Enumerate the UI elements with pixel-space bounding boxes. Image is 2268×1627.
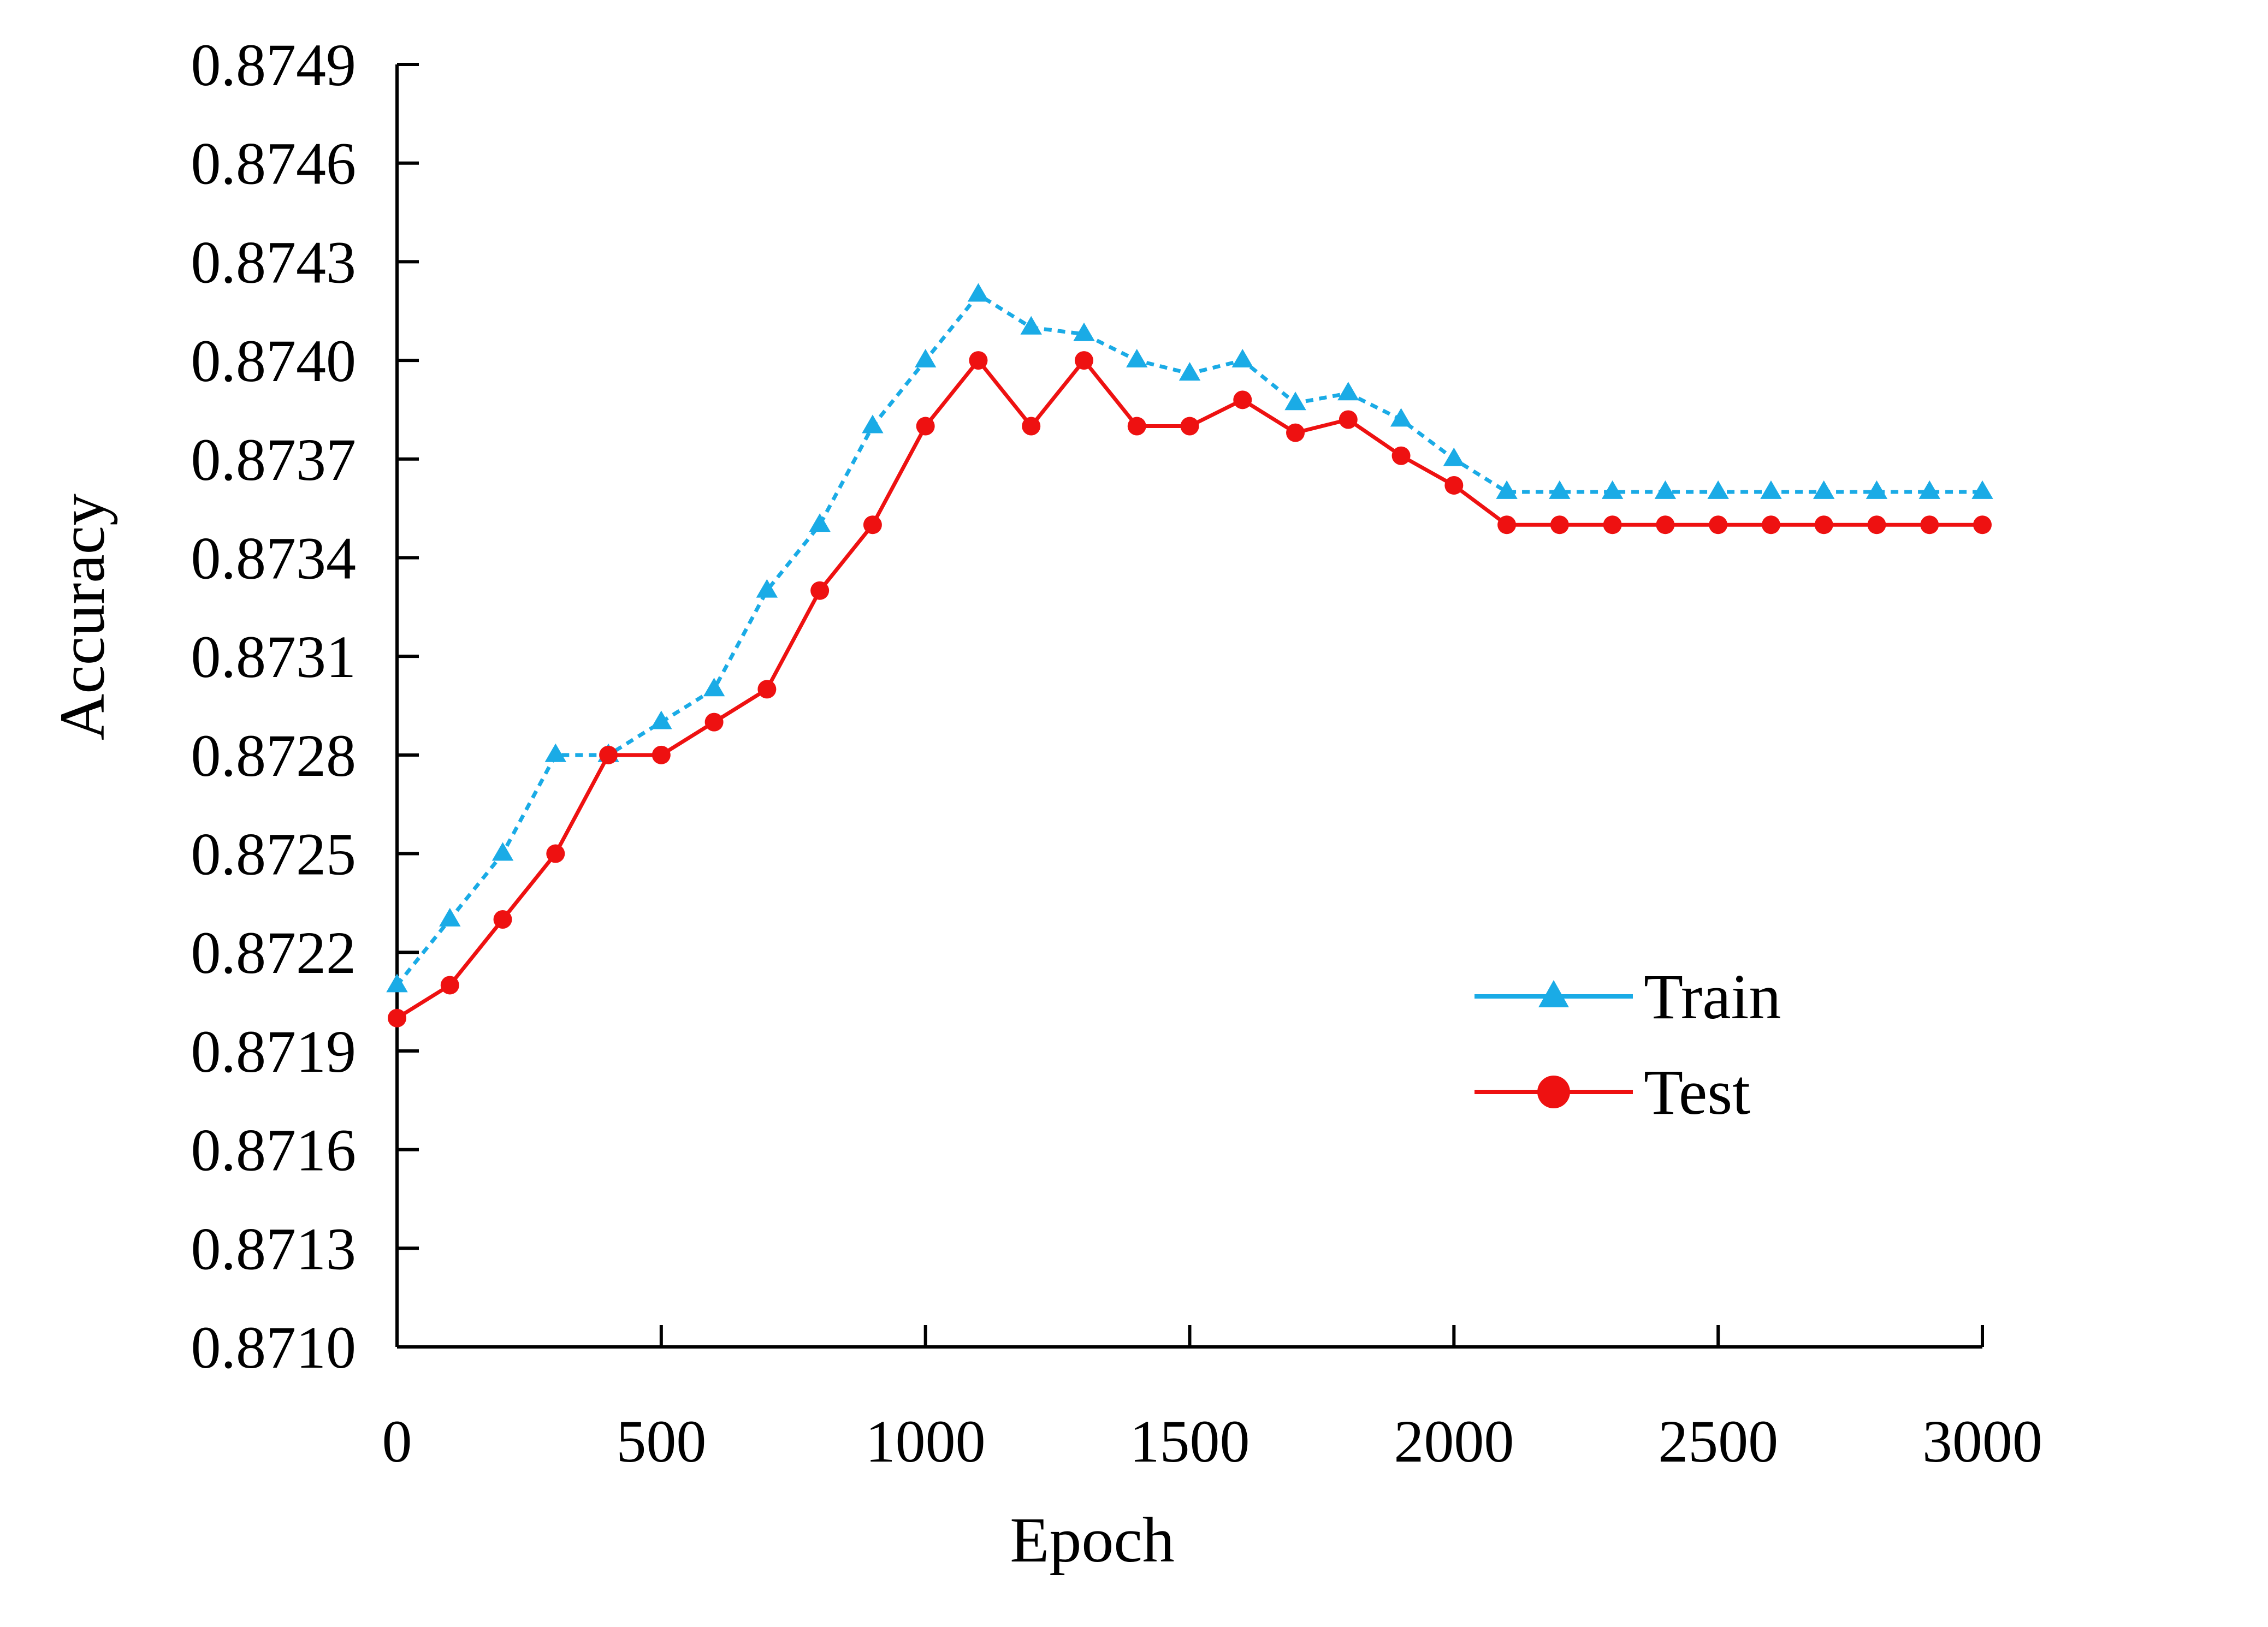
x-tick-label: 1500 [1130, 1408, 1250, 1475]
data-point-test [1761, 515, 1780, 535]
y-tick-label: 0.8737 [191, 426, 357, 493]
data-point-train [967, 283, 990, 302]
data-point-train [1231, 348, 1253, 367]
data-point-train [1918, 480, 1940, 499]
y-tick-label: 0.8719 [191, 1018, 357, 1085]
legend-test-label: Test [1644, 1056, 1750, 1128]
data-point-test [863, 515, 882, 535]
x-tick-label: 1000 [866, 1408, 986, 1475]
x-tick-label: 2000 [1394, 1408, 1514, 1475]
data-point-test [1074, 351, 1093, 370]
data-point-test [1867, 515, 1886, 535]
data-point-test [916, 417, 935, 436]
x-tick-label: 500 [616, 1408, 706, 1475]
data-point-train [1496, 480, 1518, 499]
y-tick-label: 0.8749 [191, 32, 357, 98]
data-point-train [1390, 408, 1412, 427]
series-train [386, 283, 1993, 993]
data-point-test [1814, 515, 1833, 535]
data-point-train [756, 579, 778, 598]
x-axis-title: Epoch [1010, 1504, 1174, 1576]
legend-train-marker [1538, 980, 1569, 1007]
data-point-test [1709, 515, 1728, 535]
data-point-train [1337, 382, 1359, 401]
y-tick-label: 0.8713 [191, 1215, 357, 1282]
data-point-test [1444, 476, 1464, 495]
y-tick-label: 0.8734 [191, 525, 357, 591]
series-line-train [395, 293, 1982, 987]
data-point-train [544, 743, 567, 762]
data-point-train [1284, 391, 1306, 411]
x-axis-ticks: 0 500 1000 1500 2000 2500 3000 [382, 1325, 2042, 1475]
y-tick-label: 0.8722 [191, 919, 357, 986]
data-point-train [492, 842, 514, 861]
data-point-test [704, 712, 724, 732]
data-point-train [914, 348, 937, 367]
data-point-test [599, 745, 618, 764]
data-point-test [493, 910, 512, 929]
data-point-test [388, 1008, 406, 1028]
data-point-train [1760, 480, 1782, 499]
y-tick-label: 0.8710 [191, 1314, 357, 1381]
data-point-test [1022, 417, 1041, 436]
axes [395, 64, 1982, 1349]
data-point-test [1339, 410, 1358, 429]
y-tick-label: 0.8740 [191, 328, 357, 394]
y-tick-label: 0.8725 [191, 821, 357, 888]
series-layer [386, 283, 1993, 1028]
y-tick-label: 0.8743 [191, 229, 357, 295]
data-point-train [1707, 480, 1729, 499]
series-line-test [396, 358, 1982, 1020]
x-tick-label: 0 [382, 1408, 412, 1475]
data-point-train [1866, 480, 1888, 499]
data-point-test [1286, 423, 1305, 442]
data-point-train [703, 678, 725, 697]
x-tick-label: 3000 [1922, 1408, 2042, 1475]
legend-train-label: Train [1644, 961, 1781, 1032]
data-point-test [546, 844, 565, 863]
data-point-train [1443, 447, 1465, 466]
data-point-train [862, 414, 884, 434]
data-point-train [1020, 316, 1042, 335]
data-point-test [652, 745, 671, 764]
data-point-train [1971, 480, 1993, 499]
data-point-train [1126, 348, 1148, 367]
data-point-train [1179, 362, 1201, 381]
data-point-test [1233, 390, 1252, 409]
legend-test-marker [1537, 1076, 1570, 1108]
data-point-train [1073, 322, 1095, 341]
y-axis-ticks: 0.8710 0.8713 0.8716 0.8719 0.8722 0.8725 0.87… [191, 32, 419, 1381]
data-point-test [1656, 515, 1675, 535]
data-point-train [1654, 480, 1677, 499]
y-tick-label: 0.8728 [191, 722, 357, 789]
data-point-test [1603, 515, 1622, 535]
data-point-test [969, 351, 988, 370]
y-tick-label: 0.8731 [191, 624, 357, 690]
data-point-test [1550, 515, 1569, 535]
data-point-test [1391, 446, 1411, 465]
y-tick-label: 0.8716 [191, 1117, 357, 1184]
data-point-train [809, 513, 831, 532]
data-point-test [1920, 515, 1939, 535]
x-tick-label: 2500 [1658, 1408, 1778, 1475]
data-point-test [757, 680, 777, 699]
data-point-train [1549, 480, 1571, 499]
legend: Train Test [1475, 961, 1781, 1128]
y-tick-label: 0.8746 [191, 130, 357, 197]
data-point-test [1973, 515, 1992, 535]
data-point-test [1497, 515, 1517, 535]
data-point-train [1813, 480, 1835, 499]
y-axis-title: Accuracy [46, 494, 118, 740]
data-point-test [810, 581, 830, 600]
data-point-test [1127, 417, 1146, 436]
data-point-train [650, 710, 672, 729]
data-point-train [386, 973, 408, 993]
series-test [388, 351, 1992, 1028]
data-point-test [1180, 417, 1199, 436]
data-point-test [440, 976, 459, 995]
data-point-train [439, 907, 461, 927]
data-point-train [1601, 480, 1624, 499]
